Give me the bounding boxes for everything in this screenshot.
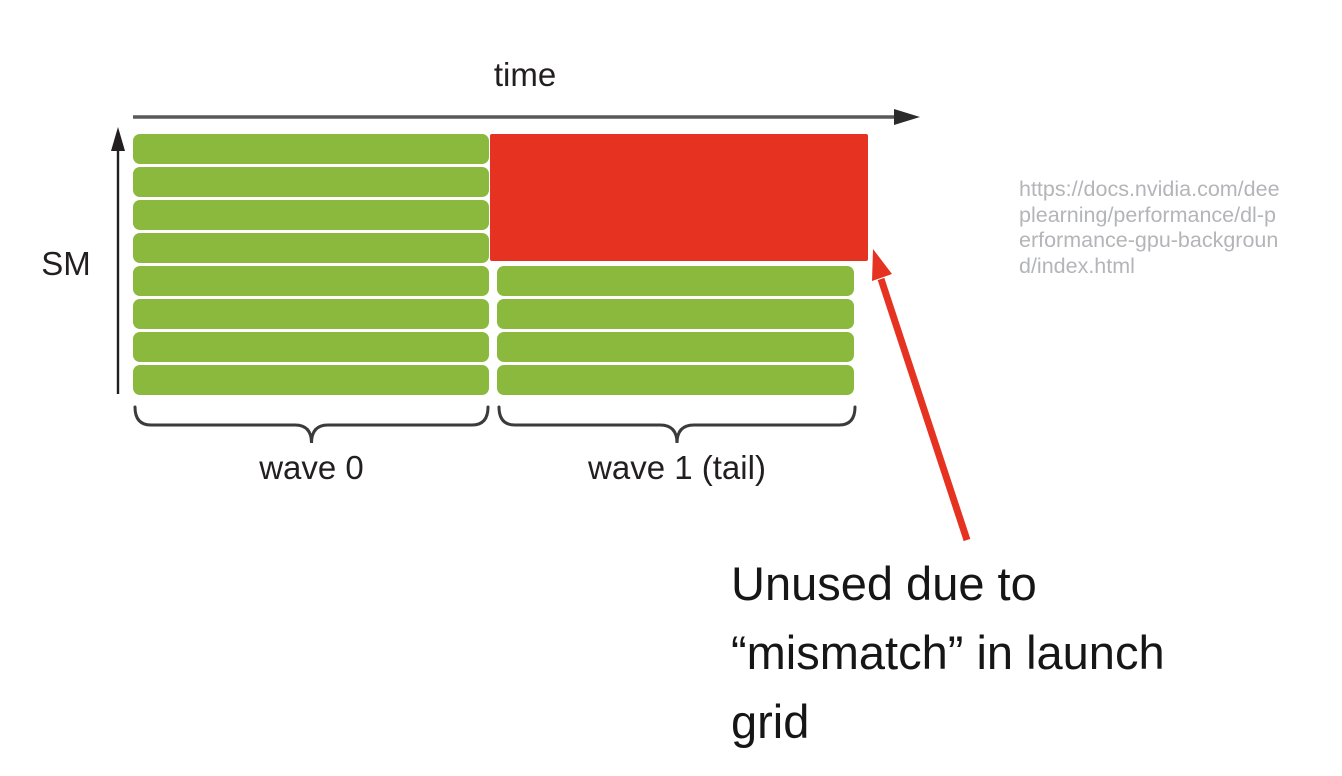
sm-bar bbox=[497, 266, 854, 296]
time-axis-label: time bbox=[493, 56, 557, 93]
sm-bar bbox=[133, 299, 489, 329]
sm-bar bbox=[133, 233, 489, 263]
wave0-label: wave 0 bbox=[259, 449, 364, 486]
unused-block bbox=[490, 134, 868, 261]
wave1-label: wave 1 (tail) bbox=[588, 449, 766, 486]
annotation-text: Unused due to “mismatch” in launch grid bbox=[731, 557, 1165, 748]
sm-bar bbox=[497, 299, 854, 329]
source-url-line: d/index.html bbox=[1019, 253, 1135, 278]
sm-bar bbox=[497, 365, 854, 395]
sm-bar bbox=[133, 266, 489, 296]
source-url: https://docs.nvidia.com/dee plearning/pe… bbox=[1019, 177, 1329, 279]
sm-bar bbox=[133, 365, 489, 395]
sm-axis-label: SM bbox=[41, 245, 91, 282]
source-url-line: plearning/performance/dl-p bbox=[1019, 202, 1276, 227]
sm-bar bbox=[133, 200, 489, 230]
sm-bar bbox=[133, 332, 489, 362]
source-url-line: https://docs.nvidia.com/dee bbox=[1019, 177, 1280, 201]
sm-bar bbox=[133, 167, 489, 197]
source-url-line: erformance-gpu-backgroun bbox=[1019, 228, 1279, 252]
sm-bar bbox=[133, 134, 489, 164]
sm-bar bbox=[497, 332, 854, 362]
